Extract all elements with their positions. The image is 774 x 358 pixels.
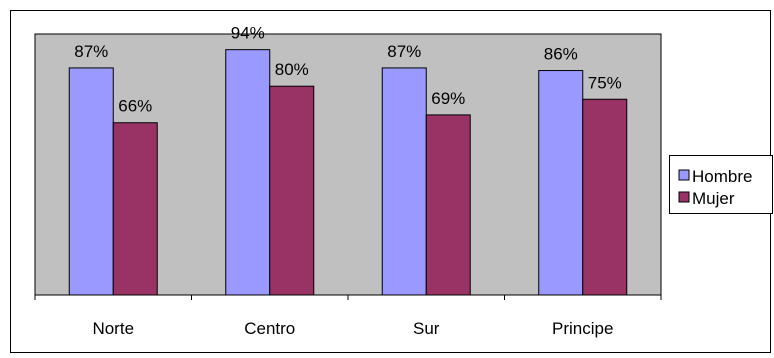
- x-tick-label-sur: Sur: [413, 319, 440, 338]
- bar-mujer-centro: [269, 85, 315, 296]
- legend-swatch-hombre: [678, 169, 690, 181]
- data-label-hombre-centro: 94%: [231, 24, 265, 43]
- legend-swatch-mujer: [678, 191, 690, 203]
- legend-label-mujer: Mujer: [692, 189, 735, 208]
- bars-layer: [68, 49, 628, 296]
- data-label-mujer-norte: 66%: [118, 97, 152, 116]
- legend-box: [669, 155, 773, 214]
- data-label-mujer-principe: 75%: [588, 73, 622, 92]
- bar-mujer-principe: [582, 98, 628, 296]
- bar-mujer-norte: [112, 122, 158, 296]
- legend: Hombre Mujer: [669, 155, 773, 214]
- bar-hombre-centro: [225, 49, 271, 296]
- bar-hombre-principe: [538, 70, 584, 296]
- data-label-mujer-centro: 80%: [275, 60, 309, 79]
- x-tick-label-centro: Centro: [244, 319, 295, 338]
- data-label-hombre-norte: 87%: [74, 42, 108, 61]
- x-tick-label-norte: Norte: [92, 319, 134, 338]
- bar-hombre-norte: [68, 67, 114, 296]
- data-label-mujer-sur: 69%: [431, 89, 465, 108]
- x-tick-label-principe: Principe: [552, 319, 613, 338]
- data-label-hombre-sur: 87%: [387, 42, 421, 61]
- data-label-hombre-principe: 86%: [544, 45, 578, 64]
- x-axis: Norte Centro Sur Principe: [34, 294, 662, 338]
- legend-label-hombre: Hombre: [692, 167, 752, 186]
- data-labels-layer: 87% 66% 94% 80% 87% 69% 86% 75%: [74, 24, 622, 116]
- bar-mujer-sur: [425, 114, 471, 296]
- bar-hombre-sur: [381, 67, 427, 296]
